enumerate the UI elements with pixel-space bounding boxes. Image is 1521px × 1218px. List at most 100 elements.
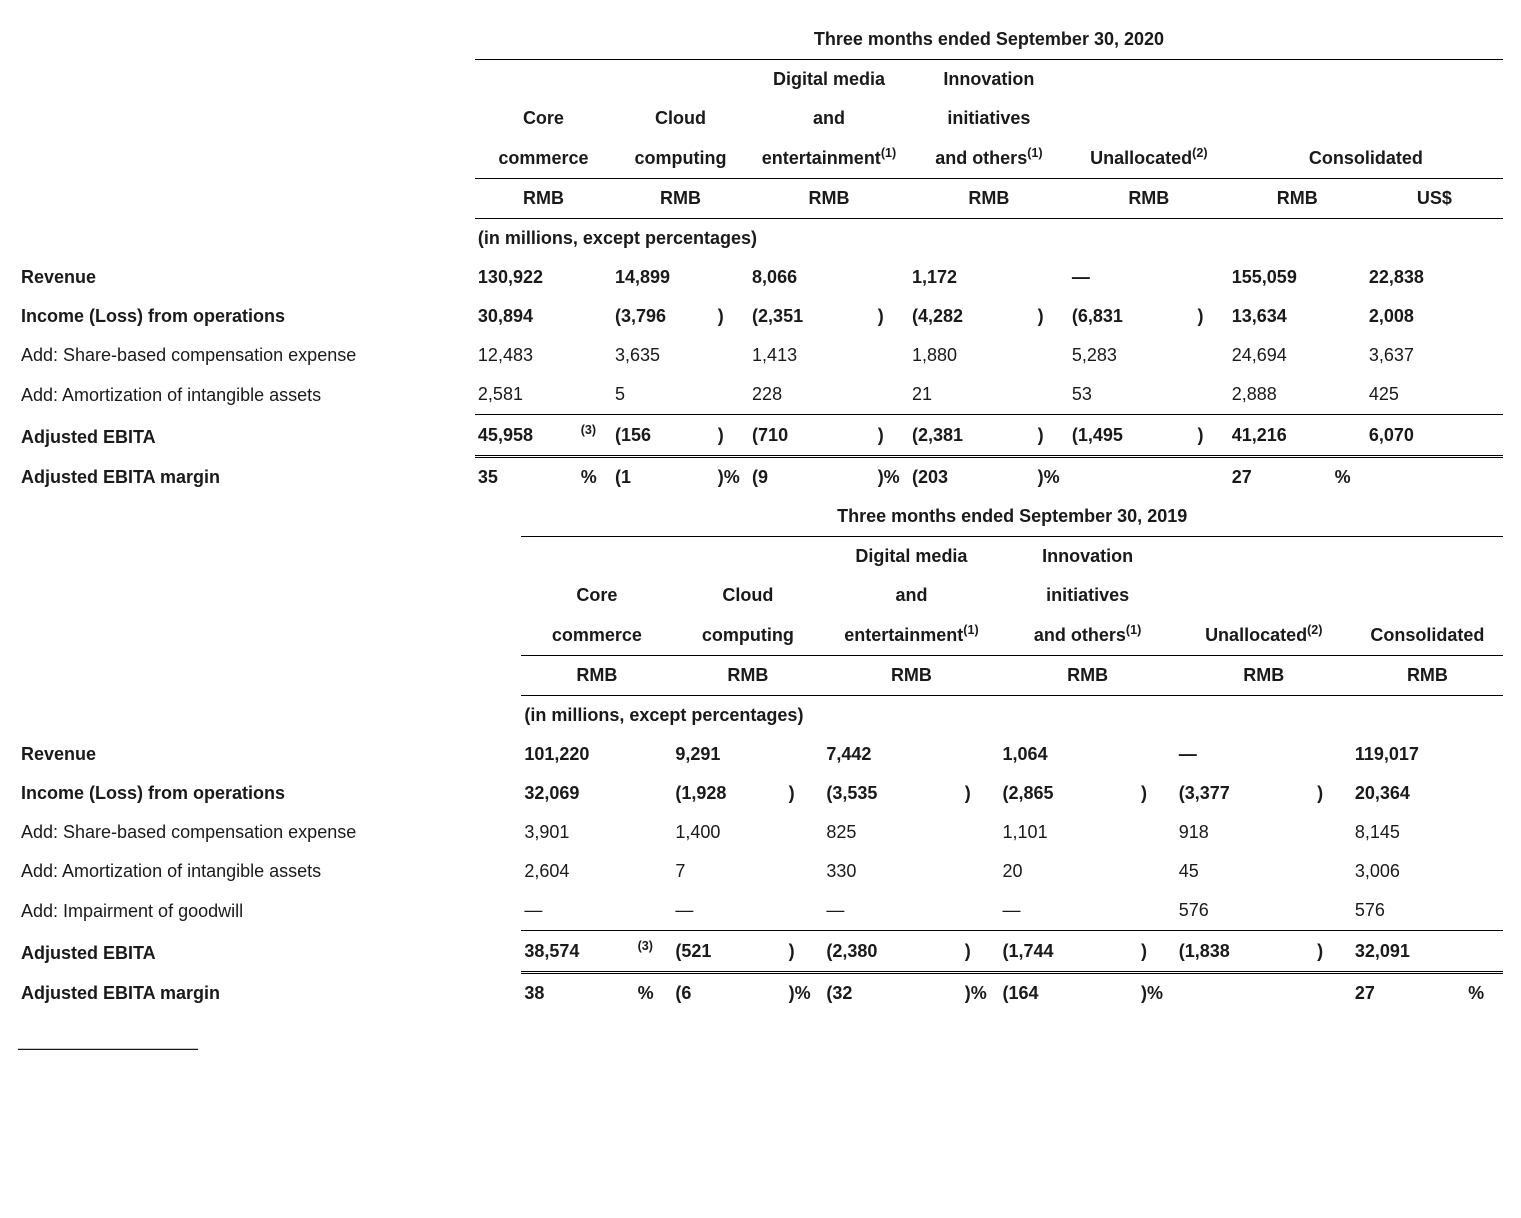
row-label: Adjusted EBITA bbox=[18, 415, 475, 457]
financial-tables: Three months ended September 30, 2020Dig… bbox=[18, 20, 1503, 1062]
cell-value: 1,880 bbox=[909, 336, 1035, 375]
units-note: (in millions, except percentages) bbox=[475, 219, 1503, 259]
cell-value: 2,604 bbox=[521, 852, 634, 891]
cell-value: 7,442 bbox=[823, 735, 961, 774]
cell-value: 27 bbox=[1229, 457, 1332, 498]
cell-value: (1,838 bbox=[1176, 931, 1314, 973]
cell-value: (2,381 bbox=[909, 415, 1035, 457]
row-label: Adjusted EBITA margin bbox=[18, 457, 475, 498]
cell-value: 576 bbox=[1352, 891, 1465, 931]
cell-value: 27 bbox=[1352, 973, 1465, 1014]
cell-value: (521 bbox=[672, 931, 785, 973]
cell-value: 2,888 bbox=[1229, 375, 1332, 415]
cell-value: 32,069 bbox=[521, 774, 634, 813]
cell-value: 425 bbox=[1366, 375, 1469, 415]
cell-value: 576 bbox=[1176, 891, 1314, 931]
cell-value: 20,364 bbox=[1352, 774, 1465, 813]
cell-value: (164 bbox=[1000, 973, 1138, 1014]
cell-value: (2,380 bbox=[823, 931, 961, 973]
cell-value: — bbox=[823, 891, 961, 931]
cell-value: 38 bbox=[521, 973, 634, 1014]
cell-value: 12,483 bbox=[475, 336, 578, 375]
row-label: Add: Amortization of intangible assets bbox=[18, 375, 475, 415]
cell-value: (32 bbox=[823, 973, 961, 1014]
cell-value: 53 bbox=[1069, 375, 1195, 415]
cell-value: (2,351 bbox=[749, 297, 875, 336]
cell-value: 2,581 bbox=[475, 375, 578, 415]
cell-value: — bbox=[1069, 258, 1195, 297]
cell-value: 5 bbox=[612, 375, 715, 415]
row-label: Income (Loss) from operations bbox=[18, 297, 475, 336]
cell-value: 330 bbox=[823, 852, 961, 891]
cell-value: — bbox=[672, 891, 785, 931]
cell-value: (9 bbox=[749, 457, 875, 498]
cell-value: (156 bbox=[612, 415, 715, 457]
row-label: Revenue bbox=[18, 735, 521, 774]
cell-value: (1,495 bbox=[1069, 415, 1195, 457]
cell-value bbox=[1069, 457, 1195, 498]
cell-value bbox=[1176, 973, 1314, 1014]
cell-value: (1,744 bbox=[1000, 931, 1138, 973]
cell-value: (1,928 bbox=[672, 774, 785, 813]
cell-value: — bbox=[521, 891, 634, 931]
cell-value: 13,634 bbox=[1229, 297, 1332, 336]
cell-value: (203 bbox=[909, 457, 1035, 498]
row-label: Revenue bbox=[18, 258, 475, 297]
cell-value: 119,017 bbox=[1352, 735, 1465, 774]
cell-value: 3,637 bbox=[1366, 336, 1469, 375]
cell-value: 35 bbox=[475, 457, 578, 498]
cell-value: (1 bbox=[612, 457, 715, 498]
cell-value: 20 bbox=[1000, 852, 1138, 891]
row-label: Add: Impairment of goodwill bbox=[18, 891, 521, 931]
cell-value: (6,831 bbox=[1069, 297, 1195, 336]
row-label: Add: Amortization of intangible assets bbox=[18, 852, 521, 891]
row-label: Adjusted EBITA margin bbox=[18, 973, 521, 1014]
cell-value: 8,066 bbox=[749, 258, 875, 297]
cell-value: (3,796 bbox=[612, 297, 715, 336]
cell-value: 825 bbox=[823, 813, 961, 852]
cell-value: (6 bbox=[672, 973, 785, 1014]
period-title: Three months ended September 30, 2019 bbox=[521, 497, 1503, 537]
cell-value: 21 bbox=[909, 375, 1035, 415]
row-label: Add: Share-based compensation expense bbox=[18, 813, 521, 852]
cell-value: — bbox=[1000, 891, 1138, 931]
cell-value: 22,838 bbox=[1366, 258, 1469, 297]
cell-value: 3,635 bbox=[612, 336, 715, 375]
cell-value: 45,958 bbox=[475, 415, 578, 457]
cell-value: 2,008 bbox=[1366, 297, 1469, 336]
cell-value: 6,070 bbox=[1366, 415, 1469, 457]
row-label: Adjusted EBITA bbox=[18, 931, 521, 973]
cell-value: 228 bbox=[749, 375, 875, 415]
cell-value: 32,091 bbox=[1352, 931, 1465, 973]
cell-value: 1,400 bbox=[672, 813, 785, 852]
cell-value: 41,216 bbox=[1229, 415, 1332, 457]
units-note: (in millions, except percentages) bbox=[521, 696, 1503, 736]
cell-value: 8,145 bbox=[1352, 813, 1465, 852]
cell-value: 1,172 bbox=[909, 258, 1035, 297]
cell-value: 1,064 bbox=[1000, 735, 1138, 774]
footnote-divider: —————————— bbox=[18, 1035, 1503, 1062]
row-label: Add: Share-based compensation expense bbox=[18, 336, 475, 375]
period-title: Three months ended September 30, 2020 bbox=[475, 20, 1503, 60]
cell-value: 130,922 bbox=[475, 258, 578, 297]
cell-value: 24,694 bbox=[1229, 336, 1332, 375]
cell-value: 7 bbox=[672, 852, 785, 891]
cell-value: 3,901 bbox=[521, 813, 634, 852]
cell-value: (4,282 bbox=[909, 297, 1035, 336]
cell-value: (710 bbox=[749, 415, 875, 457]
cell-value: (3,535 bbox=[823, 774, 961, 813]
cell-value: — bbox=[1176, 735, 1314, 774]
segment-table: Three months ended September 30, 2020Dig… bbox=[18, 20, 1503, 497]
cell-value: 3,006 bbox=[1352, 852, 1465, 891]
cell-value: 1,101 bbox=[1000, 813, 1138, 852]
cell-value: 155,059 bbox=[1229, 258, 1332, 297]
cell-value: 1,413 bbox=[749, 336, 875, 375]
cell-value: 918 bbox=[1176, 813, 1314, 852]
cell-value: 38,574 bbox=[521, 931, 634, 973]
segment-table: Three months ended September 30, 2019Dig… bbox=[18, 497, 1503, 1013]
cell-value: 14,899 bbox=[612, 258, 715, 297]
cell-value: 45 bbox=[1176, 852, 1314, 891]
cell-value: (2,865 bbox=[1000, 774, 1138, 813]
row-label: Income (Loss) from operations bbox=[18, 774, 521, 813]
cell-value: (3,377 bbox=[1176, 774, 1314, 813]
